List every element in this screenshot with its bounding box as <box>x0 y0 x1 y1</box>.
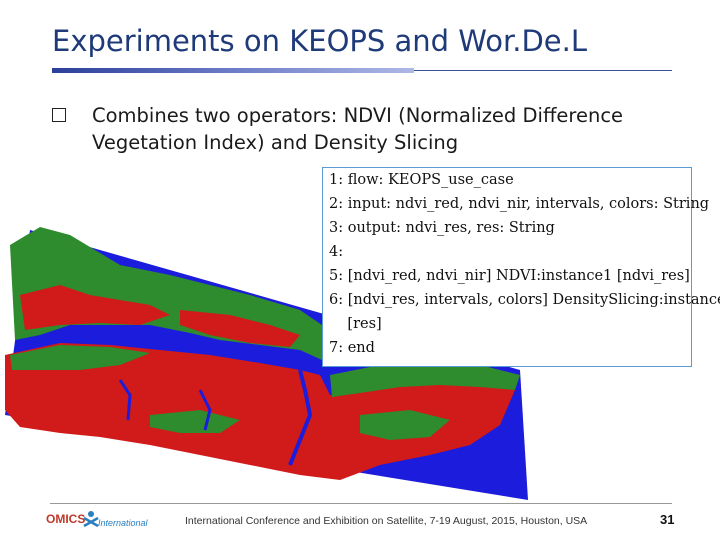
map-green-south-1 <box>10 345 150 370</box>
code-line-6-cont: [res] <box>329 316 382 332</box>
logo-subtext: International <box>98 518 148 528</box>
bullet-square-icon <box>52 108 66 122</box>
page-number: 31 <box>660 512 675 527</box>
footer-divider <box>50 503 672 504</box>
code-line-2: 2: input: ndvi_red, ndvi_nir, intervals,… <box>329 196 710 212</box>
bullet-text: Combines two operators: NDVI (Normalized… <box>92 104 624 154</box>
code-listing-box: 1: flow: KEOPS_use_case 2: input: ndvi_r… <box>322 167 720 367</box>
code-line-4: 4: <box>329 244 344 260</box>
code-line-5: 5: [ndvi_red, ndvi_nir] NDVI:instance1 [… <box>329 268 690 284</box>
title-underline <box>52 68 672 73</box>
code-line-3: 3: output: ndvi_res, res: String <box>329 220 555 236</box>
title-underline-thin <box>414 70 672 71</box>
map-green-south-3 <box>150 410 240 433</box>
code-line-6: 6: [ndvi_res, intervals, colors] Density… <box>329 292 720 308</box>
map-green-south-4 <box>360 410 450 440</box>
slide-title: Experiments on KEOPS and Wor.De.L <box>52 24 588 58</box>
map-strait <box>288 369 313 466</box>
map-inlet-1 <box>118 379 132 421</box>
logo-person-icon <box>83 511 99 528</box>
code-line-1: 1: flow: KEOPS_use_case <box>329 172 514 188</box>
ndvi-map-image <box>5 227 528 500</box>
map-green-south-2 <box>330 360 520 397</box>
title-underline-gradient <box>52 68 414 73</box>
map-inlet-2 <box>198 389 212 431</box>
map-red-north-1 <box>20 285 170 330</box>
map-land-south <box>5 343 515 480</box>
code-line-7: 7: end <box>329 340 375 356</box>
map-red-north-2 <box>180 310 300 347</box>
logo-text: OMICS <box>46 512 86 526</box>
omics-logo: OMICS International <box>46 510 158 532</box>
footer-text: International Conference and Exhibition … <box>185 515 588 527</box>
